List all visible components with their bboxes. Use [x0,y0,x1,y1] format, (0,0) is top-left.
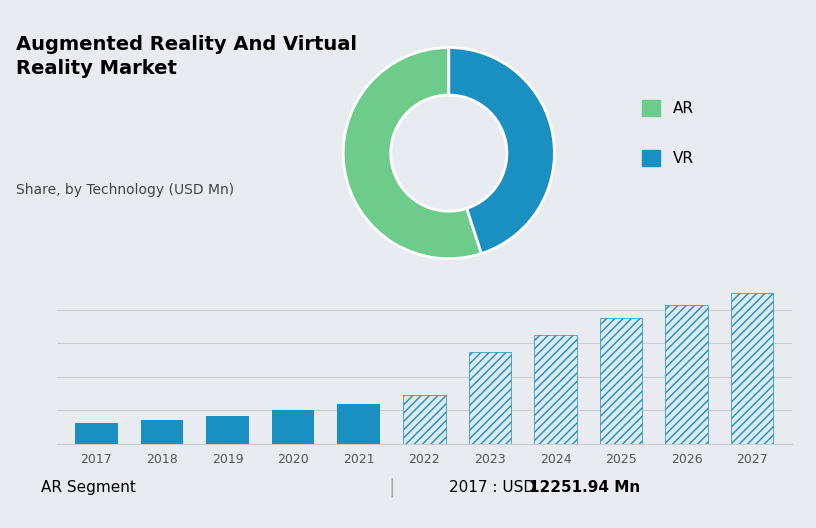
Bar [534,335,577,444]
Wedge shape [449,48,554,253]
Text: Share, by Technology (USD Mn): Share, by Technology (USD Mn) [16,183,234,197]
Text: 12251.94 Mn: 12251.94 Mn [529,480,640,495]
Legend: AR, VR: AR, VR [636,94,700,172]
Bar [338,403,380,444]
Bar [140,420,184,444]
Wedge shape [344,48,481,259]
Bar [75,423,118,444]
Text: AR Segment: AR Segment [41,480,135,495]
Bar [731,294,774,444]
Bar [468,352,511,444]
Text: 2017 : USD: 2017 : USD [449,480,540,495]
Text: |: | [388,478,395,497]
Bar [272,410,314,444]
Bar [206,416,249,444]
Text: Augmented Reality And Virtual
Reality Market: Augmented Reality And Virtual Reality Ma… [16,35,357,78]
Bar [600,318,642,444]
Bar [665,305,708,444]
Bar [403,395,446,444]
